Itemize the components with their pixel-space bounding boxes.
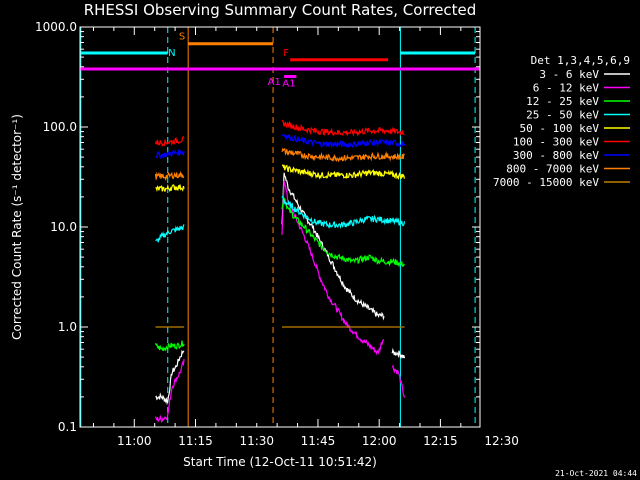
series-line bbox=[155, 224, 185, 243]
x-tick-label: 11:15 bbox=[178, 434, 213, 448]
series-line bbox=[391, 347, 406, 360]
series-line bbox=[281, 133, 406, 149]
series-line bbox=[154, 136, 185, 147]
series-line bbox=[281, 194, 406, 230]
x-tick-label: 12:15 bbox=[423, 434, 458, 448]
series-line bbox=[281, 147, 405, 163]
legend-entry-label: 6 - 12 keV bbox=[533, 82, 600, 95]
series-line bbox=[154, 358, 185, 423]
legend-entry-label: 800 - 7000 keV bbox=[506, 163, 599, 176]
chart-title: RHESSI Observing Summary Count Rates, Co… bbox=[84, 1, 477, 19]
x-axis: 11:00 11:15 11:30 11:45 12:00 12:15 12:30 bbox=[92, 27, 519, 448]
series-line bbox=[281, 180, 385, 356]
legend-entry-label: 100 - 300 keV bbox=[513, 136, 599, 149]
x-tick-label: 11:45 bbox=[301, 434, 336, 448]
flag-label: A1 bbox=[282, 78, 295, 89]
flag-label: A1 bbox=[268, 77, 281, 88]
y-axis: 0.1 1.0 10.0 100.0 1000.0 bbox=[35, 20, 480, 434]
y-tick-label: 1.0 bbox=[58, 320, 77, 334]
y-tick-label: 100.0 bbox=[43, 120, 77, 134]
series-line bbox=[281, 164, 406, 181]
flag-label: F bbox=[283, 48, 289, 59]
series-line bbox=[155, 184, 185, 193]
legend-entry-label: 7000 - 15000 keV bbox=[493, 176, 599, 189]
x-tick-label: 11:30 bbox=[239, 434, 274, 448]
series-line bbox=[155, 349, 185, 406]
series-line bbox=[154, 340, 185, 352]
flag-label: S bbox=[179, 32, 185, 43]
x-tick-label: 12:30 bbox=[484, 434, 519, 448]
y-tick-label: 0.1 bbox=[58, 420, 77, 434]
series-line bbox=[281, 197, 405, 268]
legend-entry-label: 12 - 25 keV bbox=[526, 95, 599, 108]
x-tick-label: 11:00 bbox=[117, 434, 152, 448]
series-line bbox=[155, 148, 185, 160]
y-axis-label: Corrected Count Rate (s⁻¹ detector⁻¹) bbox=[10, 114, 24, 340]
legend-entry-label: 3 - 6 keV bbox=[539, 68, 599, 81]
vertical-markers bbox=[80, 27, 476, 427]
flag-label: N bbox=[168, 48, 175, 59]
series-line bbox=[281, 119, 405, 137]
series-line bbox=[391, 364, 406, 398]
y-tick-label: 1000.0 bbox=[35, 20, 77, 34]
series-lines bbox=[154, 119, 406, 423]
legend-entry-label: 300 - 800 keV bbox=[513, 149, 599, 162]
series-line bbox=[154, 170, 185, 182]
legend-title: Det 1,3,4,5,6,9 bbox=[531, 54, 630, 67]
legend-entry-label: 50 - 100 keV bbox=[520, 122, 600, 135]
series-line bbox=[281, 172, 385, 321]
timestamp: 21-Oct-2021 04:44 bbox=[555, 469, 637, 478]
y-tick-label: 10.0 bbox=[50, 220, 77, 234]
legend-entry-label: 25 - 50 keV bbox=[526, 109, 599, 122]
x-axis-label: Start Time (12-Oct-11 10:51:42) bbox=[183, 455, 377, 469]
x-tick-label: 12:00 bbox=[362, 434, 397, 448]
